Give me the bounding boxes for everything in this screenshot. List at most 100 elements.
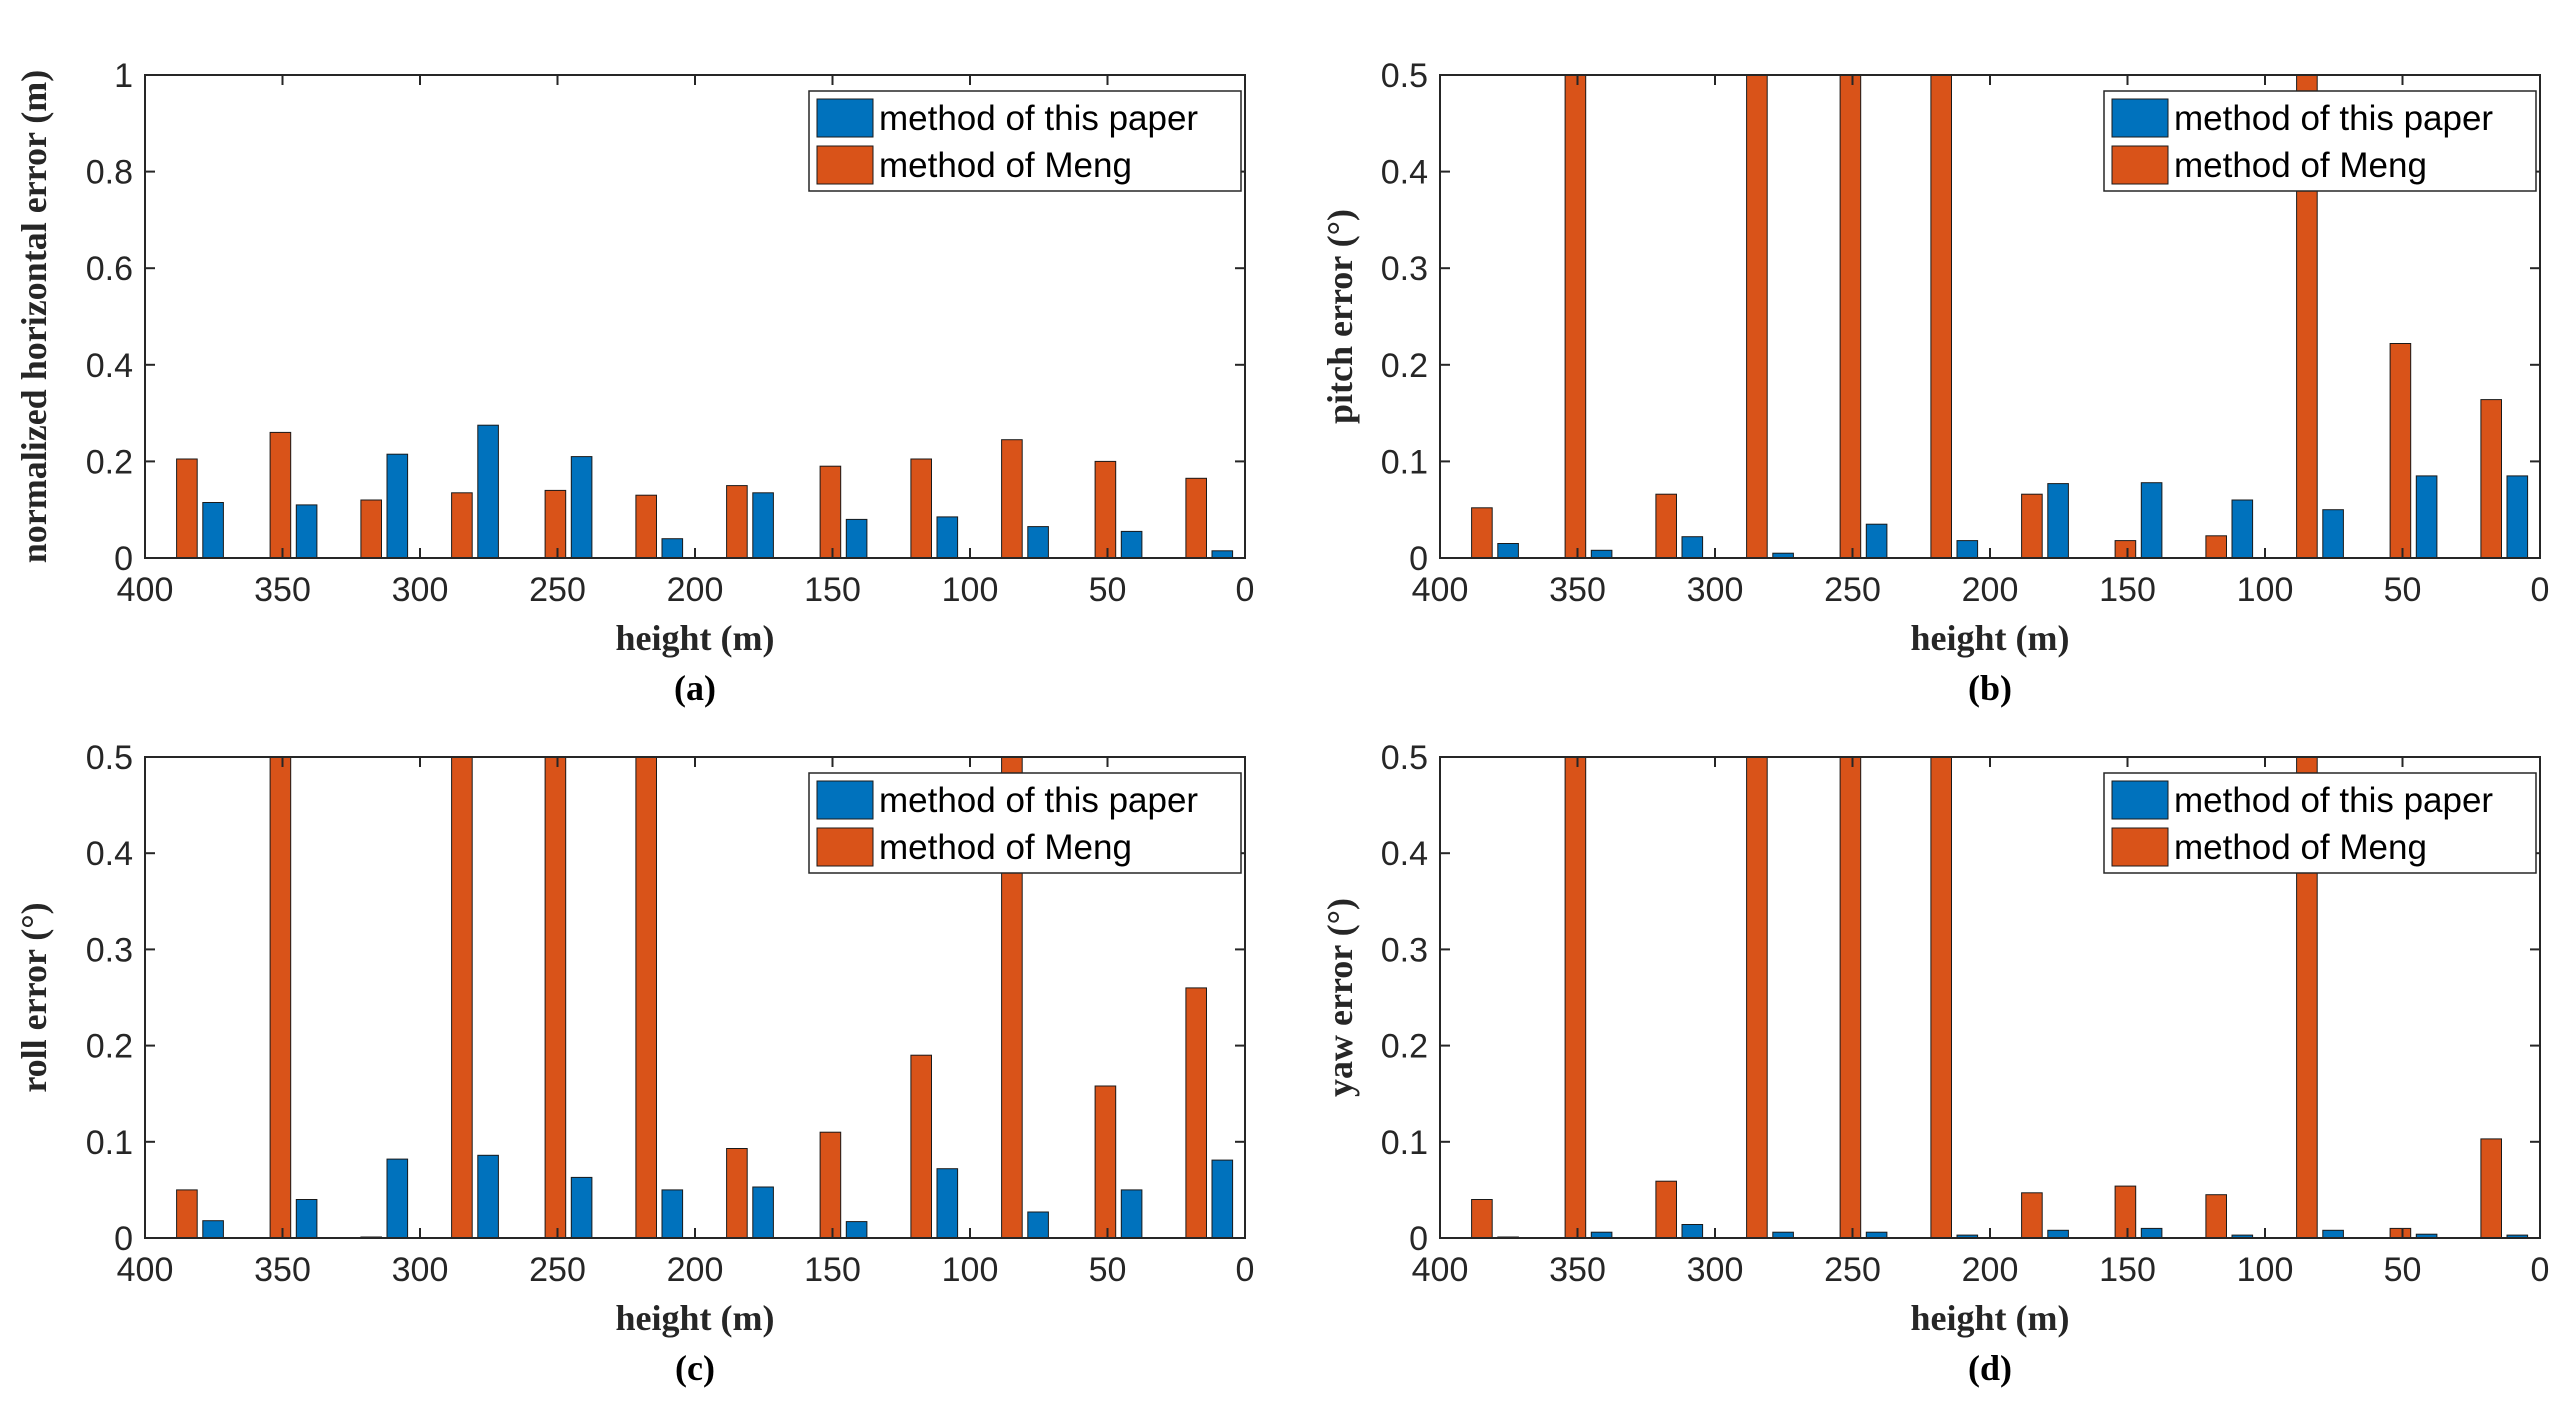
bar-meng-11: [2480, 1138, 2502, 1238]
bar-meng-3: [451, 757, 473, 1238]
bar-meng-5: [635, 494, 658, 558]
x-tick-label: 200: [1962, 1251, 2019, 1289]
bar-meng-10: [1094, 460, 1117, 558]
x-tick-label: 100: [942, 1251, 999, 1289]
bar-meng-2: [1655, 493, 1678, 558]
bar-meng-1: [269, 431, 292, 558]
y-tick-label: 0.1: [1381, 443, 1428, 481]
bar-meng-9: [1001, 757, 1023, 1238]
bar-meng-1: [1564, 75, 1587, 558]
x-tick-label: 50: [1089, 1251, 1127, 1289]
y-tick-label: 0.5: [1381, 57, 1428, 95]
bar-this-paper-2: [386, 453, 409, 558]
bar-this-paper-1: [1590, 549, 1613, 558]
x-axis-label: height (m): [616, 1298, 775, 1338]
x-tick-label: 150: [804, 571, 861, 609]
legend-swatch-meng: [816, 145, 874, 185]
bar-meng-4: [1839, 757, 1862, 1238]
y-axis-label: roll error (°): [14, 902, 54, 1092]
legend-swatch-meng: [2111, 145, 2169, 185]
bar-meng-3: [1746, 75, 1768, 558]
x-tick-label: 350: [254, 571, 311, 609]
bar-meng-6: [2021, 1192, 2043, 1238]
bar-meng-8: [2205, 1194, 2227, 1238]
x-axis-label: height (m): [616, 618, 775, 658]
x-tick-label: 50: [2384, 1251, 2422, 1289]
legend: method of this paper method of Meng: [808, 90, 1242, 192]
bar-this-paper-7: [845, 1221, 868, 1238]
bar-meng-1: [269, 757, 292, 1238]
bar-this-paper-11: [2506, 475, 2529, 558]
legend-swatch-this-paper: [816, 780, 874, 820]
bar-meng-5: [1930, 757, 1953, 1238]
y-tick-label: 0.2: [86, 443, 133, 481]
bar-meng-4: [544, 489, 567, 558]
y-tick-label: 0.1: [86, 1124, 133, 1162]
bar-meng-7: [819, 465, 842, 558]
bar-this-paper-3: [477, 1154, 499, 1238]
bar-meng-3: [451, 492, 473, 558]
x-tick-label: 100: [2237, 571, 2294, 609]
x-tick-label: 200: [667, 1251, 724, 1289]
bar-meng-6: [726, 485, 748, 558]
x-tick-label: 0: [2531, 1251, 2550, 1289]
y-axis-label: yaw error (°): [1320, 898, 1360, 1097]
bar-meng-7: [2114, 540, 2137, 558]
bar-meng-9: [2296, 757, 2318, 1238]
y-tick-label: 1: [114, 57, 133, 95]
x-tick-label: 300: [392, 571, 449, 609]
legend: method of this paper method of Meng: [2103, 772, 2537, 874]
bar-this-paper-10: [2415, 475, 2438, 558]
y-tick-label: 0: [114, 1220, 133, 1258]
bar-meng-8: [910, 458, 933, 558]
x-axis-label: height (m): [1911, 618, 2070, 658]
bar-this-paper-5: [1956, 540, 1979, 558]
x-tick-label: 50: [2384, 571, 2422, 609]
legend-box: [2103, 90, 2537, 192]
bar-meng-11: [1185, 477, 1208, 558]
bar-this-paper-11: [1211, 550, 1234, 558]
y-tick-label: 0.4: [86, 347, 133, 385]
bar-meng-0: [1471, 1199, 1493, 1238]
chart-panel-d: 400 350 300 250 200 150 100 50 0 0 0.1 0.2 0.3 0.4 0.5…: [1320, 739, 2549, 1388]
y-tick-label: 0.4: [1381, 835, 1428, 873]
y-tick-label: 0.2: [86, 1028, 133, 1066]
legend-swatch-meng: [2111, 827, 2169, 867]
x-tick-label: 250: [1824, 571, 1881, 609]
bar-meng-10: [1094, 1085, 1117, 1238]
bar-meng-2: [360, 499, 382, 558]
x-tick-label: 250: [529, 1251, 586, 1289]
x-tick-label: 50: [1089, 571, 1127, 609]
x-tick-label: 350: [254, 1251, 311, 1289]
bar-this-paper-8: [936, 516, 959, 558]
legend-swatch-meng: [816, 827, 874, 867]
bar-meng-1: [1564, 757, 1587, 1238]
legend-label-meng: method of Meng: [879, 828, 1132, 867]
bar-this-paper-2: [1681, 1224, 1704, 1238]
bar-this-paper-11: [1211, 1159, 1234, 1238]
legend-label-this-paper: method of this paper: [2174, 781, 2493, 820]
legend-box: [2103, 772, 2537, 874]
chart-panel-b: 400 350 300 250 200 150 100 50 0 0 0.1 0.2 0.3 0.4 0.5…: [1320, 57, 2549, 708]
legend-box: [808, 772, 1242, 874]
bar-this-paper-4: [1865, 523, 1888, 558]
x-tick-label: 400: [1412, 571, 1469, 609]
bar-this-paper-7: [845, 518, 868, 558]
y-tick-label: 0.2: [1381, 347, 1428, 385]
legend: method of this paper method of Meng: [2103, 90, 2537, 192]
bar-this-paper-6: [2047, 483, 2069, 558]
y-tick-label: 0.3: [1381, 250, 1428, 288]
chart-panel-c: 400 350 300 250 200 150 100 50 0 0 0.1 0.2 0.3 0.4 0.5…: [14, 739, 1254, 1388]
x-tick-label: 200: [667, 571, 724, 609]
y-tick-label: 0.2: [1381, 1028, 1428, 1066]
bar-meng-4: [1839, 75, 1862, 558]
x-tick-label: 300: [392, 1251, 449, 1289]
bar-this-paper-5: [661, 1189, 684, 1238]
bar-this-paper-10: [1120, 1189, 1143, 1238]
bar-meng-5: [635, 757, 658, 1238]
x-tick-label: 350: [1549, 1251, 1606, 1289]
bar-this-paper-8: [2231, 499, 2254, 558]
bar-meng-0: [176, 458, 198, 558]
x-tick-label: 300: [1687, 1251, 1744, 1289]
x-tick-label: 0: [2531, 571, 2550, 609]
